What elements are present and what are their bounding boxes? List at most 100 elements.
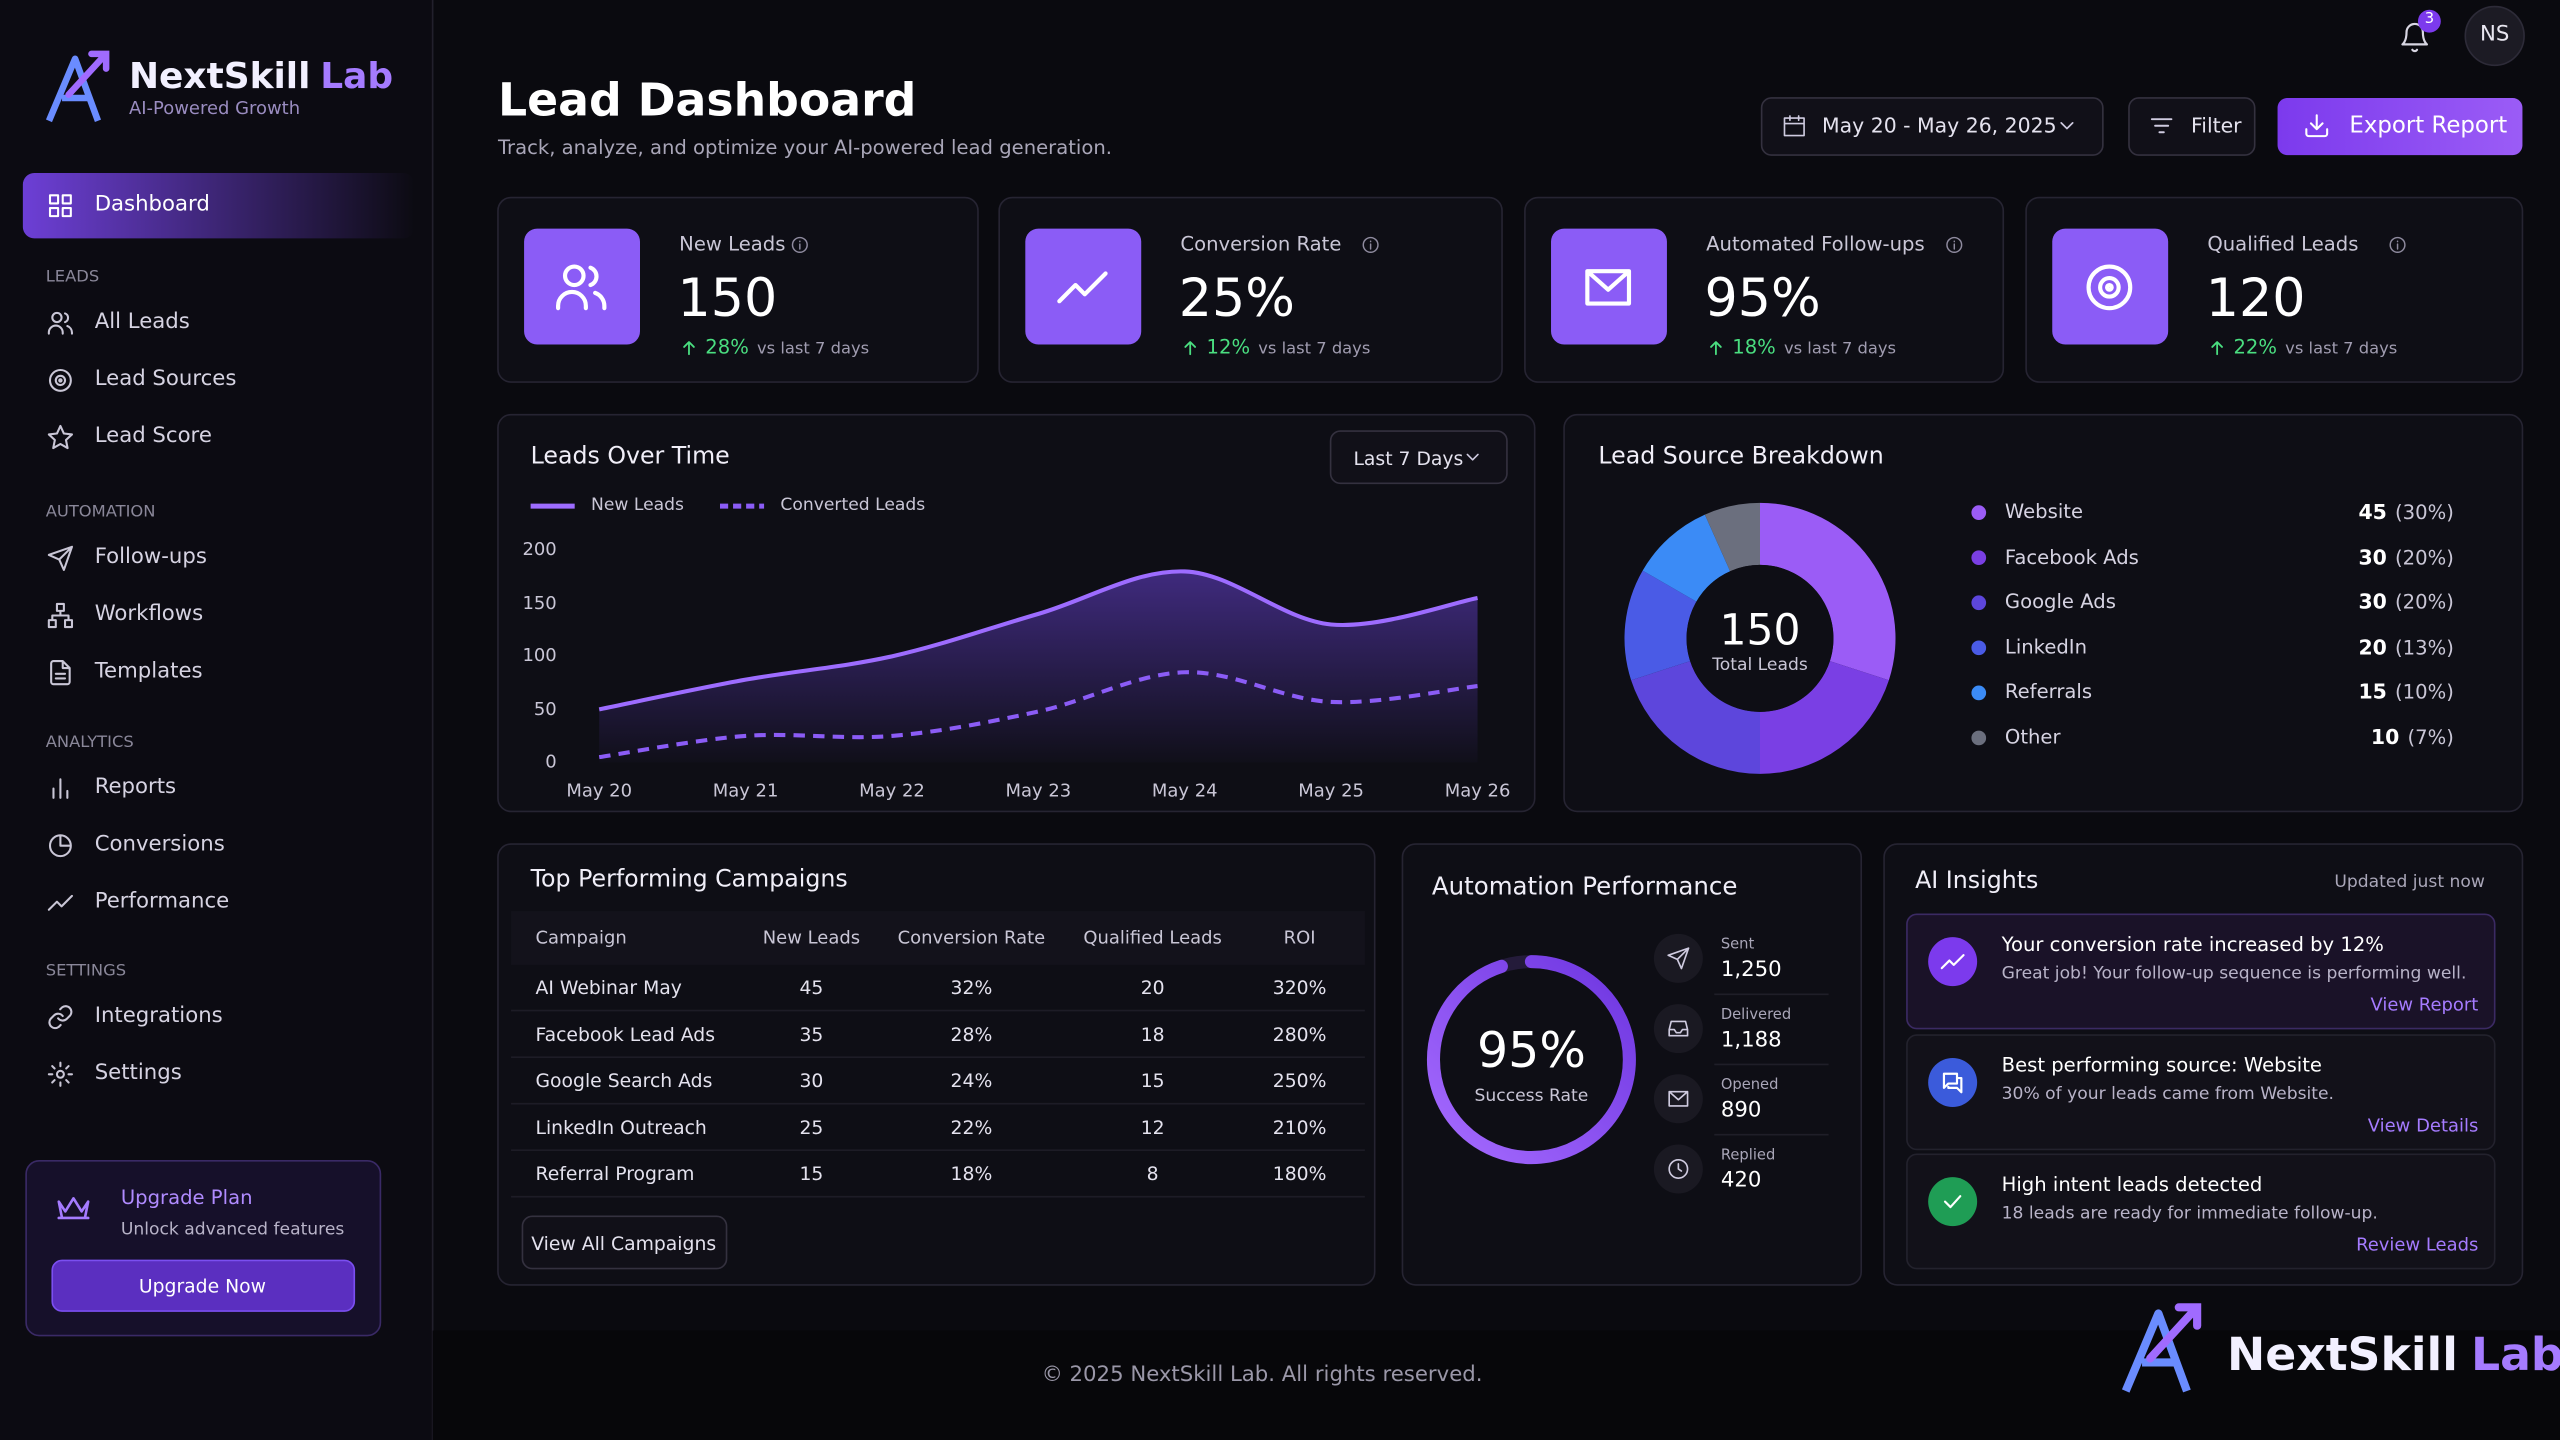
- label: vs last 7 days: [2285, 340, 2398, 359]
- donut-slice: [1624, 570, 1697, 681]
- label: Lab: [2470, 1327, 2560, 1382]
- table-cell: Facebook Lead Ads: [535, 1022, 715, 1046]
- kpi-label: Automated Follow-ups: [1706, 232, 1925, 256]
- icon: [2211, 341, 2223, 356]
- insight-title: High intent leads detected: [2001, 1172, 2263, 1196]
- legend-value: 20 (13%): [2358, 634, 2453, 659]
- kpi-value: 120: [2205, 266, 2306, 329]
- table-cell: 210%: [1272, 1115, 1327, 1139]
- kpi-value: 95%: [1704, 266, 1821, 329]
- icon: [57, 1197, 90, 1220]
- x-tick-label: May 21: [712, 780, 779, 802]
- table-cell: 18%: [950, 1161, 993, 1185]
- insight-title: Your conversion rate increased by 12%: [2001, 932, 2384, 956]
- icon: [556, 264, 607, 311]
- range-select[interactable]: Last 7 Days: [1353, 446, 1464, 470]
- nav-item[interactable]: Lead Score: [94, 424, 212, 449]
- nav-item[interactable]: Integrations: [94, 1003, 223, 1029]
- nav-item[interactable]: Reports: [94, 775, 177, 800]
- badge: [2417, 9, 2441, 33]
- icon: [1466, 453, 1479, 461]
- legend-value: 30 (20%): [2358, 547, 2453, 568]
- nav-item[interactable]: Templates: [94, 659, 203, 684]
- icon: [50, 660, 71, 686]
- insight-icon-bg: [1928, 937, 1978, 987]
- automation-title: Automation Performance: [1431, 871, 1738, 901]
- view-all-button[interactable]: View All Campaigns: [531, 1232, 717, 1255]
- nav-item[interactable]: Conversions: [94, 832, 225, 857]
- icon: [2150, 118, 2173, 134]
- filter-button[interactable]: Filter: [2191, 112, 2242, 138]
- nav-item[interactable]: Settings: [94, 1060, 182, 1086]
- legend-dot: [1971, 550, 1987, 566]
- label: NextSkill: [128, 57, 311, 98]
- stat-value: 420: [1720, 1168, 1762, 1194]
- avatar-initials[interactable]: NS: [2480, 22, 2510, 48]
- label: vs last 7 days: [757, 340, 870, 359]
- table-cell: 12: [1140, 1115, 1165, 1139]
- icon: [47, 424, 74, 450]
- icon: [2086, 264, 2133, 311]
- button[interactable]: [1329, 430, 1508, 485]
- button[interactable]: [51, 1259, 356, 1312]
- copyright: © 2025 NextSkill Lab. All rights reserve…: [1041, 1363, 1483, 1388]
- insight-link[interactable]: Review Leads: [2356, 1234, 2479, 1256]
- button[interactable]: [2128, 97, 2256, 156]
- table-cell: 15: [1140, 1068, 1165, 1092]
- table-cell: 22%: [950, 1115, 993, 1139]
- icon: [1667, 947, 1690, 970]
- column-header: Campaign: [535, 927, 627, 949]
- export-button[interactable]: [2277, 97, 2523, 156]
- upgrade-title: Upgrade Plan: [120, 1185, 253, 1209]
- donut-slice: [1631, 661, 1760, 774]
- donut-caption: Total Leads: [1712, 655, 1808, 675]
- kpi-change: 12% vs last 7 days: [1207, 337, 1371, 358]
- nav-item[interactable]: Performance: [94, 889, 230, 915]
- export-label[interactable]: Export Report: [2349, 113, 2508, 140]
- icon: [1585, 269, 1632, 306]
- nav-item[interactable]: All Leads: [94, 309, 190, 335]
- upgrade-text: Unlock advanced features: [120, 1219, 345, 1240]
- table-cell: 180%: [1272, 1161, 1327, 1185]
- kpi-value: 25%: [1178, 266, 1295, 329]
- insight-link[interactable]: View Details: [2367, 1115, 2479, 1137]
- icon: [1668, 1020, 1689, 1037]
- y-tick-label: 0: [545, 750, 557, 773]
- table-cell: 18: [1140, 1022, 1165, 1046]
- footer-brand: NextSkill Lab: [2226, 1327, 2560, 1382]
- table-cell: 20: [1140, 975, 1165, 999]
- nav-item[interactable]: Lead Sources: [94, 367, 237, 392]
- date-range[interactable]: May 20 - May 26, 2025: [1822, 112, 2057, 138]
- label: 15: [2358, 679, 2387, 704]
- icon: [47, 894, 74, 911]
- button[interactable]: [521, 1215, 728, 1270]
- nav-item[interactable]: Workflows: [94, 602, 204, 627]
- icon: [1710, 341, 1722, 356]
- x-tick-label: May 20: [566, 780, 633, 802]
- upgrade-button[interactable]: Upgrade Now: [138, 1274, 267, 1298]
- icon: [1940, 954, 1965, 970]
- nav-active[interactable]: [22, 173, 415, 239]
- success-rate: 95%: [1476, 1022, 1586, 1080]
- label: 20: [2358, 634, 2387, 659]
- nav-item[interactable]: Follow-ups: [94, 545, 207, 570]
- logo-arrow: [2146, 1303, 2202, 1363]
- nav-section: LEADS: [45, 268, 100, 287]
- legend-dot: [1971, 730, 1987, 746]
- insight-link[interactable]: View Report: [2370, 994, 2479, 1016]
- label: NextSkill: [2226, 1327, 2458, 1382]
- kpi-change: 28% vs last 7 days: [705, 337, 869, 358]
- icon: [2401, 22, 2429, 53]
- kpi-value: 150: [677, 266, 778, 329]
- legend-label: Referrals: [2004, 680, 2093, 704]
- insight-card: [1906, 1034, 2496, 1151]
- icon: [1943, 1195, 1962, 1209]
- legend-dot: [1971, 505, 1987, 520]
- avatar[interactable]: [2464, 5, 2525, 67]
- button[interactable]: [1760, 97, 2104, 156]
- icon: [1362, 236, 1379, 253]
- kpi-icon-tile: [1025, 228, 1142, 345]
- table-cell: AI Webinar May: [535, 975, 682, 999]
- nav-item[interactable]: Dashboard: [94, 192, 210, 217]
